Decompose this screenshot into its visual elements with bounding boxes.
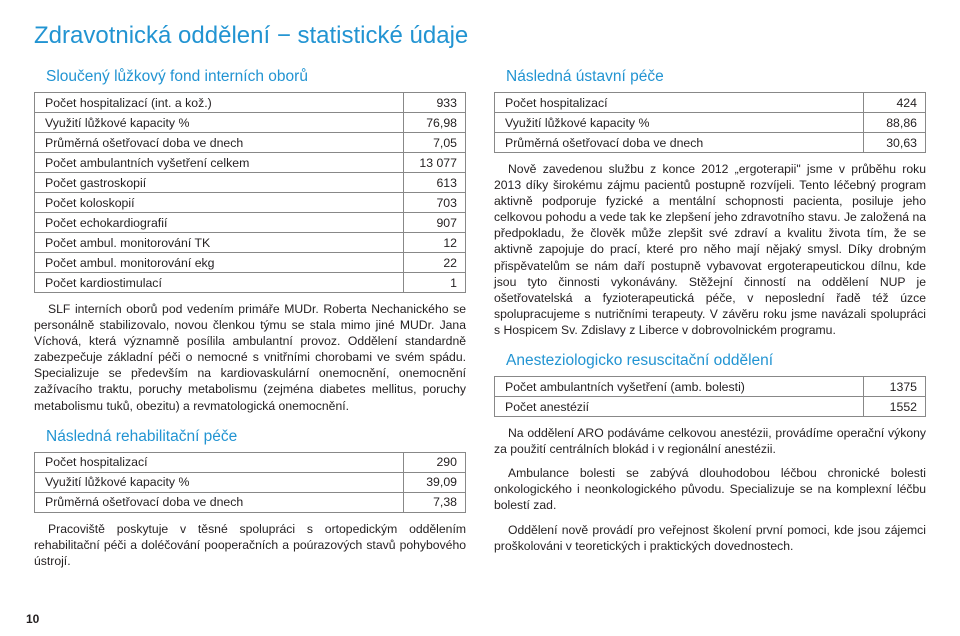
row-label: Využití lůžkové kapacity % [495, 113, 864, 133]
row-value: 424 [864, 93, 926, 113]
row-value: 13 077 [404, 153, 466, 173]
section-heading-aftercare: Následná ústavní péče [494, 68, 926, 86]
row-label: Počet ambulantních vyšetření (amb. boles… [495, 377, 864, 397]
page-number: 10 [26, 612, 39, 626]
row-label: Průměrná ošetřovací doba ve dnech [35, 492, 404, 512]
right-column: Následná ústavní péče Počet hospitalizac… [494, 64, 926, 569]
row-value: 703 [404, 193, 466, 213]
table-aro-body: Počet ambulantních vyšetření (amb. boles… [495, 377, 926, 417]
row-value: 7,05 [404, 133, 466, 153]
table-rehab: Počet hospitalizací290Využití lůžkové ka… [34, 452, 466, 513]
two-column-layout: Sloučený lůžkový fond interních oborů Po… [34, 64, 926, 569]
table-internal: Počet hospitalizací (int. a kož.)933Využ… [34, 92, 466, 293]
row-value: 7,38 [404, 492, 466, 512]
table-row: Využití lůžkové kapacity %88,86 [495, 113, 926, 133]
table-row: Využití lůžkové kapacity %76,98 [35, 113, 466, 133]
row-value: 12 [404, 233, 466, 253]
row-value: 1375 [864, 377, 926, 397]
table-row: Počet ambul. monitorování ekg22 [35, 253, 466, 273]
section-heading-aro: Anesteziologicko resuscitační oddělení [494, 352, 926, 370]
row-value: 290 [404, 452, 466, 472]
row-label: Počet kardiostimulací [35, 273, 404, 293]
row-label: Využití lůžkové kapacity % [35, 472, 404, 492]
table-row: Průměrná ošetřovací doba ve dnech7,05 [35, 133, 466, 153]
row-value: 1 [404, 273, 466, 293]
row-label: Počet anestézií [495, 397, 864, 417]
row-label: Počet echokardiografií [35, 213, 404, 233]
page-title: Zdravotnická oddělení − statistické údaj… [34, 22, 926, 50]
left-column: Sloučený lůžkový fond interních oborů Po… [34, 64, 466, 569]
row-label: Počet hospitalizací [495, 93, 864, 113]
row-label: Průměrná ošetřovací doba ve dnech [495, 133, 864, 153]
table-row: Počet hospitalizací (int. a kož.)933 [35, 93, 466, 113]
table-row: Průměrná ošetřovací doba ve dnech7,38 [35, 492, 466, 512]
table-row: Počet echokardiografií907 [35, 213, 466, 233]
paragraph-aftercare: Nově zavedenou službu z konce 2012 „ergo… [494, 161, 926, 338]
row-value: 88,86 [864, 113, 926, 133]
table-row: Průměrná ošetřovací doba ve dnech30,63 [495, 133, 926, 153]
row-value: 613 [404, 173, 466, 193]
row-value: 1552 [864, 397, 926, 417]
row-value: 907 [404, 213, 466, 233]
row-label: Počet ambulantních vyšetření celkem [35, 153, 404, 173]
row-label: Počet hospitalizací (int. a kož.) [35, 93, 404, 113]
row-label: Průměrná ošetřovací doba ve dnech [35, 133, 404, 153]
row-label: Počet ambul. monitorování TK [35, 233, 404, 253]
table-row: Počet ambulantních vyšetření celkem13 07… [35, 153, 466, 173]
row-label: Počet hospitalizací [35, 452, 404, 472]
section-heading-internal: Sloučený lůžkový fond interních oborů [34, 68, 466, 86]
table-row: Využití lůžkové kapacity %39,09 [35, 472, 466, 492]
table-internal-body: Počet hospitalizací (int. a kož.)933Využ… [35, 93, 466, 293]
row-label: Počet gastroskopií [35, 173, 404, 193]
table-row: Počet hospitalizací424 [495, 93, 926, 113]
row-value: 76,98 [404, 113, 466, 133]
table-row: Počet koloskopií703 [35, 193, 466, 213]
table-aro: Počet ambulantních vyšetření (amb. boles… [494, 376, 926, 417]
paragraph-aro-3: Oddělení nově provádí pro veřejnost škol… [494, 522, 926, 554]
table-row: Počet gastroskopií613 [35, 173, 466, 193]
table-row: Počet ambulantních vyšetření (amb. boles… [495, 377, 926, 397]
section-heading-rehab: Následná rehabilitační péče [34, 428, 466, 446]
paragraph-aro-1: Na oddělení ARO podáváme celkovou anesté… [494, 425, 926, 457]
table-row: Počet ambul. monitorování TK12 [35, 233, 466, 253]
paragraph-internal: SLF interních oborů pod vedením primáře … [34, 301, 466, 414]
row-value: 22 [404, 253, 466, 273]
row-label: Počet ambul. monitorování ekg [35, 253, 404, 273]
table-row: Počet hospitalizací290 [35, 452, 466, 472]
row-value: 39,09 [404, 472, 466, 492]
row-value: 30,63 [864, 133, 926, 153]
table-rehab-body: Počet hospitalizací290Využití lůžkové ka… [35, 452, 466, 512]
table-row: Počet kardiostimulací1 [35, 273, 466, 293]
row-label: Počet koloskopií [35, 193, 404, 213]
row-label: Využití lůžkové kapacity % [35, 113, 404, 133]
row-value: 933 [404, 93, 466, 113]
paragraph-aro-2: Ambulance bolesti se zabývá dlouhodobou … [494, 465, 926, 513]
table-aftercare-body: Počet hospitalizací424Využití lůžkové ka… [495, 93, 926, 153]
table-row: Počet anestézií1552 [495, 397, 926, 417]
paragraph-rehab: Pracoviště poskytuje v těsné spolupráci … [34, 521, 466, 569]
table-aftercare: Počet hospitalizací424Využití lůžkové ka… [494, 92, 926, 153]
